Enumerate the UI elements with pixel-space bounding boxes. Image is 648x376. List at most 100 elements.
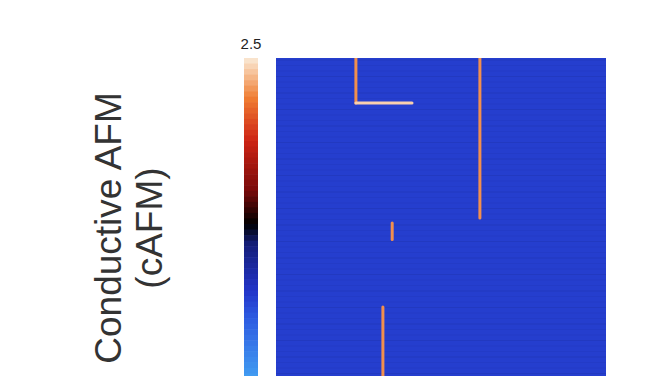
conductive-feature — [391, 223, 394, 240]
scan-line — [276, 307, 606, 308]
colorbar-step — [244, 58, 258, 64]
conductive-feature — [478, 58, 481, 218]
conductive-feature — [381, 307, 384, 376]
conductive-feature — [356, 101, 412, 104]
scan-line — [276, 87, 606, 88]
colorbar-step — [244, 86, 258, 92]
colorbar-step — [244, 158, 258, 164]
scan-line — [276, 65, 606, 66]
colorbar-step — [244, 97, 258, 103]
colorbar-step — [244, 135, 258, 141]
colorbar-step — [244, 91, 258, 97]
colorbar-step — [244, 362, 258, 368]
colorbar: 2.5 — [241, 35, 262, 376]
scan-line — [276, 131, 606, 132]
colorbar-step — [244, 202, 258, 208]
colorbar-step — [244, 102, 258, 108]
scan-line — [276, 280, 606, 281]
colorbar-step — [244, 119, 258, 125]
colorbar-step — [244, 185, 258, 191]
scan-line — [276, 241, 606, 242]
scan-line — [276, 76, 606, 77]
colorbar-step — [244, 318, 258, 324]
scan-line — [276, 362, 606, 363]
colorbar-step — [244, 147, 258, 153]
side-label: Conductive AFM — [88, 92, 129, 363]
colorbar-step — [244, 108, 258, 114]
scan-line — [276, 269, 606, 270]
scan-line — [276, 346, 606, 347]
colorbar-step — [244, 285, 258, 291]
scan-line — [276, 252, 606, 253]
scan-line — [276, 318, 606, 319]
chart: 2.5 Conductive AFM(cAFM) — [0, 0, 648, 376]
scan-line — [276, 120, 606, 121]
scan-line — [276, 247, 606, 248]
scan-line — [276, 71, 606, 72]
colorbar-step — [244, 340, 258, 346]
colorbar-step — [244, 368, 258, 374]
colorbar-step — [244, 196, 258, 202]
scan-line — [276, 104, 606, 105]
colorbar-step — [244, 329, 258, 335]
plot-area — [276, 58, 606, 376]
scan-line — [276, 170, 606, 171]
colorbar-step — [244, 335, 258, 341]
colorbar-step — [244, 191, 258, 197]
colorbar-step — [244, 124, 258, 130]
scan-line — [276, 93, 606, 94]
colorbar-step — [244, 307, 258, 313]
colorbar-step — [244, 279, 258, 285]
scan-line — [276, 351, 606, 352]
scan-line — [276, 203, 606, 204]
scan-line — [276, 291, 606, 292]
scan-line — [276, 197, 606, 198]
scan-line — [276, 368, 606, 369]
colorbar-step — [244, 313, 258, 319]
colorbar-step — [244, 224, 258, 230]
scan-line — [276, 274, 606, 275]
scan-line — [276, 230, 606, 231]
scan-line — [276, 159, 606, 160]
scan-line — [276, 98, 606, 99]
scan-line — [276, 126, 606, 127]
colorbar-step — [244, 257, 258, 263]
scan-line — [276, 153, 606, 154]
colorbar-step — [244, 252, 258, 258]
colorbar-step — [244, 351, 258, 357]
scan-line — [276, 335, 606, 336]
scan-line — [276, 296, 606, 297]
colorbar-step — [244, 141, 258, 147]
scan-line — [276, 192, 606, 193]
colorbar-step — [244, 64, 258, 70]
scan-line — [276, 175, 606, 176]
scan-line — [276, 285, 606, 286]
colorbar-step — [244, 213, 258, 219]
scan-line — [276, 329, 606, 330]
colorbar-step — [244, 80, 258, 86]
colorbar-step — [244, 75, 258, 81]
scan-line — [276, 109, 606, 110]
colorbar-step — [244, 130, 258, 136]
colorbar-tick-label: 2.5 — [241, 35, 262, 52]
scan-background — [276, 58, 606, 376]
colorbar-step — [244, 230, 258, 236]
colorbar-step — [244, 357, 258, 363]
colorbar-step — [244, 301, 258, 307]
colorbar-step — [244, 263, 258, 269]
scan-line — [276, 137, 606, 138]
side-label: (cAFM) — [129, 167, 170, 288]
colorbar-step — [244, 246, 258, 252]
colorbar-step — [244, 373, 258, 376]
colorbar-step — [244, 207, 258, 213]
colorbar-step — [244, 113, 258, 119]
scan-line — [276, 219, 606, 220]
scan-line — [276, 82, 606, 83]
colorbar-step — [244, 152, 258, 158]
scan-line — [276, 258, 606, 259]
colorbar-step — [244, 235, 258, 241]
scan-line — [276, 181, 606, 182]
colorbar-step — [244, 174, 258, 180]
colorbar-step — [244, 290, 258, 296]
colorbar-step — [244, 163, 258, 169]
